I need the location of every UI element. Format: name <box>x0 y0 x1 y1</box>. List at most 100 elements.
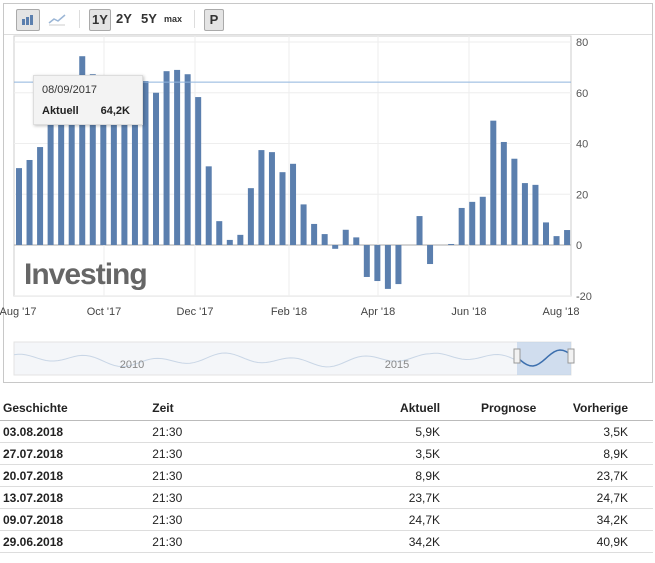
navigator-history-line <box>13 352 515 368</box>
actual-cell: 3,5K <box>341 442 447 465</box>
bar <box>110 113 117 245</box>
bar <box>279 172 286 245</box>
bar <box>26 159 33 245</box>
bar <box>363 245 370 277</box>
bar <box>205 166 212 245</box>
range-1y-button[interactable]: 1Y <box>89 9 111 31</box>
bar <box>511 158 518 245</box>
table-row: 29.06.2018 21:30 34,2K 40,9K <box>0 530 653 553</box>
previous-cell: 40,9K <box>542 530 653 553</box>
bar <box>37 147 44 245</box>
bar <box>226 239 233 245</box>
bar <box>184 74 191 245</box>
bar <box>395 245 402 285</box>
bar <box>427 245 434 265</box>
previous-cell: 8,9K <box>542 442 653 465</box>
time-cell: 21:30 <box>149 508 342 531</box>
bar <box>500 141 507 245</box>
col-geschichte: Geschichte <box>0 396 150 421</box>
navigator-selection <box>517 342 571 375</box>
bar <box>16 168 22 245</box>
forecast-cell <box>446 420 543 443</box>
time-cell: 21:30 <box>149 486 342 509</box>
navigator-year-label: 2015 <box>385 359 409 371</box>
x-tick-label: Feb '18 <box>271 306 307 318</box>
table-row: 27.07.2018 21:30 3,5K 8,9K <box>0 442 653 465</box>
col-zeit: Zeit <box>149 396 342 421</box>
x-tick-label: Apr '18 <box>361 306 396 318</box>
actual-cell: 8,9K <box>341 464 447 487</box>
date-cell: 27.07.2018 <box>0 442 150 465</box>
bar <box>490 120 497 245</box>
y-tick-label: 80 <box>576 37 588 49</box>
p-button[interactable]: P <box>204 9 224 31</box>
bar <box>521 183 528 245</box>
bar <box>321 234 328 245</box>
bar <box>300 204 307 245</box>
bar <box>311 223 318 245</box>
col-aktuell: Aktuell <box>341 396 447 421</box>
table-row: 09.07.2018 21:30 24,7K 34,2K <box>0 508 653 531</box>
bar <box>247 188 254 245</box>
tooltip: 08/09/2017 Aktuell 64,2K <box>33 75 143 125</box>
actual-cell: 5,9K <box>341 420 447 443</box>
bar <box>58 105 65 245</box>
x-tick-label: Aug '18 <box>543 306 580 318</box>
tooltip-value: 64,2K <box>100 105 130 117</box>
bar <box>532 184 539 245</box>
date-cell: 03.08.2018 <box>0 420 150 443</box>
actual-cell: 23,7K <box>341 486 447 509</box>
x-tick-label: Jun '18 <box>451 306 486 318</box>
bar <box>47 123 54 245</box>
bar <box>384 245 391 289</box>
navigator-handle[interactable] <box>567 348 575 364</box>
bar <box>469 201 476 245</box>
previous-cell: 23,7K <box>542 464 653 487</box>
table-header: Geschichte Zeit Aktuell Prognose Vorheri… <box>0 396 653 421</box>
bar-chart: 80 60 40 20 0 -20 Aug '17 Oct '17 Dec '17 Feb '18… <box>0 35 592 376</box>
table-row: 03.08.2018 21:30 5,9K 3,5K <box>0 420 653 443</box>
bar-chart-icon[interactable] <box>16 9 40 31</box>
date-cell: 20.07.2018 <box>0 464 150 487</box>
range-2y-button[interactable]: 2Y <box>116 11 132 26</box>
bar <box>131 82 138 245</box>
time-cell: 21:30 <box>149 530 342 553</box>
bar <box>268 152 275 245</box>
bar <box>89 74 96 245</box>
bar <box>479 196 486 245</box>
bar <box>564 230 571 245</box>
table-row: 20.07.2018 21:30 8,9K 23,7K <box>0 464 653 487</box>
y-tick-label: 40 <box>576 139 588 151</box>
forecast-cell <box>446 530 543 553</box>
x-tick-label: Oct '17 <box>87 306 122 318</box>
bar <box>153 92 160 245</box>
y-tick-label: 60 <box>576 88 588 100</box>
previous-cell: 34,2K <box>542 508 653 531</box>
forecast-cell <box>446 508 543 531</box>
tooltip-label: Aktuell <box>42 105 79 117</box>
bar <box>342 229 349 245</box>
investing-logo: Investing <box>24 258 148 291</box>
time-cell: 21:30 <box>149 420 342 443</box>
chart-toolbar: 1Y 2Y 5Y max P <box>4 4 652 35</box>
date-cell: 13.07.2018 <box>0 486 150 509</box>
navigator-selected-line <box>517 349 570 367</box>
tooltip-date: 08/09/2017 <box>42 84 98 96</box>
navigator-handle[interactable] <box>513 348 521 364</box>
bar <box>353 237 360 245</box>
bar <box>374 245 381 282</box>
range-max-button[interactable]: max <box>163 14 182 24</box>
bar <box>332 245 339 249</box>
col-vorherige: Vorherige <box>542 396 653 421</box>
y-tick-label: 0 <box>576 240 582 252</box>
previous-cell: 3,5K <box>542 420 653 443</box>
x-tick-label: Dec '17 <box>177 306 214 318</box>
bar <box>121 92 128 245</box>
range-5y-button[interactable]: 5Y <box>141 11 157 26</box>
forecast-cell <box>446 442 543 465</box>
line-chart-icon[interactable] <box>46 9 68 29</box>
bar <box>290 163 297 245</box>
bar <box>195 97 202 245</box>
actual-cell: 34,2K <box>341 530 447 553</box>
bar <box>543 222 549 245</box>
